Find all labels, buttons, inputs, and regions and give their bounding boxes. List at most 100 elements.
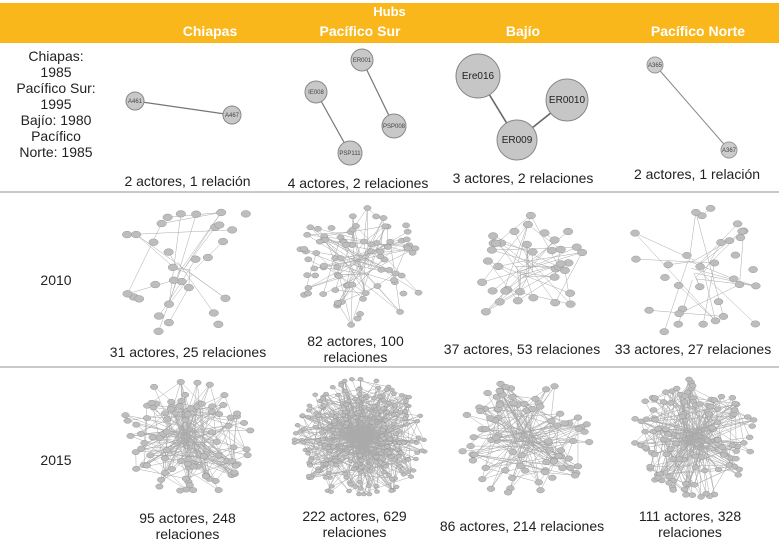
network-node xyxy=(646,463,654,470)
network-chiapas-2010 xyxy=(115,200,258,340)
network-edge xyxy=(554,252,583,303)
network-edge xyxy=(701,403,736,433)
row-label-line: 1985 xyxy=(40,64,72,80)
network-node xyxy=(375,385,382,390)
network-node xyxy=(386,400,392,406)
network-node xyxy=(411,245,420,252)
network-node xyxy=(468,457,478,464)
network-node xyxy=(212,439,221,445)
network-node xyxy=(734,281,745,288)
network-edge xyxy=(472,454,506,471)
network-node xyxy=(477,278,488,286)
network-edge xyxy=(496,243,525,268)
network-edge xyxy=(308,274,351,289)
network-node xyxy=(528,406,537,413)
network-node xyxy=(246,427,255,434)
network-node xyxy=(126,433,135,439)
network-node xyxy=(348,377,355,382)
network-node xyxy=(338,383,344,388)
network-node xyxy=(150,280,161,289)
network-edge xyxy=(634,232,716,321)
network-node xyxy=(359,296,367,302)
network-node xyxy=(162,213,173,221)
network-edge xyxy=(665,403,736,430)
network-node xyxy=(714,466,723,473)
network-edge xyxy=(125,414,197,430)
network-node xyxy=(207,408,216,415)
network-node xyxy=(458,448,467,455)
network-edge xyxy=(485,455,559,469)
network-node xyxy=(356,392,363,397)
network-node xyxy=(508,474,517,481)
network-node xyxy=(163,428,172,435)
network-edge xyxy=(657,433,694,478)
network-edge xyxy=(698,438,702,497)
network-node xyxy=(555,260,566,268)
network-node xyxy=(227,226,238,234)
header-band xyxy=(0,3,779,43)
network-node xyxy=(167,263,178,271)
network-node xyxy=(509,227,520,236)
network-edge xyxy=(194,406,197,432)
network-node xyxy=(486,415,495,422)
network-node xyxy=(356,311,364,317)
network-edge xyxy=(354,399,364,436)
network-node xyxy=(363,205,372,211)
network-node xyxy=(631,440,639,446)
network-node xyxy=(366,492,373,497)
network-node xyxy=(157,476,166,483)
network-node xyxy=(718,313,729,320)
network-node xyxy=(702,490,710,497)
network-node xyxy=(292,431,299,436)
network-node xyxy=(357,453,363,458)
network-pacifico-norte-2010 xyxy=(625,200,765,340)
network-node xyxy=(320,396,326,401)
network-node xyxy=(500,287,511,295)
network-edge xyxy=(321,406,362,436)
network-node xyxy=(391,421,397,426)
network-edge xyxy=(485,279,527,312)
network-node xyxy=(205,381,214,388)
network-edge xyxy=(650,445,733,467)
network-node xyxy=(495,387,504,394)
network-edge xyxy=(182,404,224,433)
network-node xyxy=(673,385,681,392)
network-node xyxy=(728,395,737,401)
network-edge xyxy=(179,444,232,476)
network-node xyxy=(166,406,175,413)
network-node xyxy=(564,455,573,462)
network-edge xyxy=(698,403,701,431)
network-node xyxy=(199,453,208,460)
network-node xyxy=(329,434,335,439)
network-edge xyxy=(135,449,167,453)
network-edge xyxy=(717,397,733,423)
network-node xyxy=(393,484,400,489)
network-node xyxy=(536,487,545,494)
network-node xyxy=(155,483,164,490)
network-edge xyxy=(127,280,174,295)
network-node xyxy=(186,405,195,412)
network-node xyxy=(380,406,386,411)
network-node xyxy=(224,422,233,429)
caption-pacifico-norte-2010: 33 actores, 27 relaciones xyxy=(614,341,772,357)
caption-pacifico-norte-2015: 111 actores, 328 relaciones xyxy=(638,508,742,540)
network-edge xyxy=(300,249,366,261)
network-edge xyxy=(205,413,238,476)
network-node xyxy=(522,220,533,229)
network-edge xyxy=(686,388,692,429)
network-node xyxy=(360,238,368,245)
network-node xyxy=(322,475,329,480)
network-edge xyxy=(303,407,324,443)
row-label-initial: Chiapas: 1985 Pacífico Sur: 1995 Bajío: … xyxy=(0,48,112,160)
network-node xyxy=(371,396,377,401)
network-node xyxy=(383,387,390,392)
network-node xyxy=(555,245,566,254)
network-edge xyxy=(188,271,226,299)
network-node xyxy=(641,398,649,404)
network-edge xyxy=(308,241,391,289)
network-node xyxy=(549,236,560,244)
network-node xyxy=(398,450,404,455)
network-edge xyxy=(323,389,359,398)
network-node xyxy=(185,482,194,489)
network-edge xyxy=(300,249,358,271)
